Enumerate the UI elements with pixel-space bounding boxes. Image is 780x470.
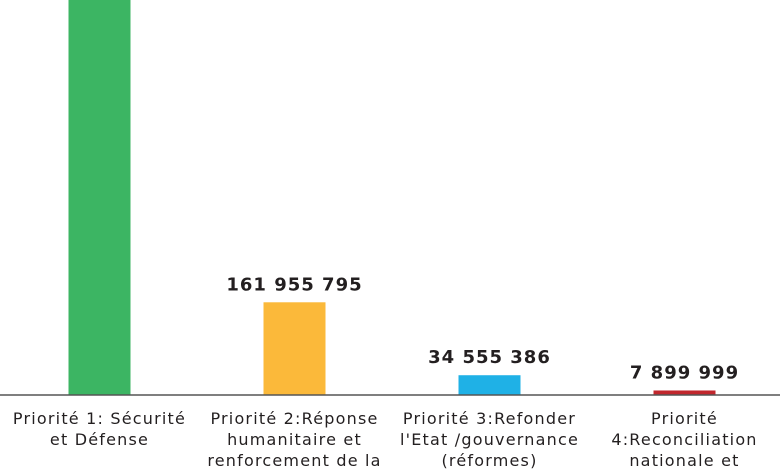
- bar: [68, 0, 131, 396]
- value-label: 7 899 999: [630, 362, 739, 383]
- bar: [458, 375, 521, 395]
- bar: [263, 302, 326, 395]
- value-label: 34 555 386: [428, 347, 551, 368]
- x-tick-label: Priorité 2:Réponse humanitaire et renfor…: [207, 409, 382, 470]
- x-tick-label: Priorité 4:Reconciliation nationale et: [611, 409, 758, 470]
- x-tick-label: Priorité 1: Sécurité et Défense: [12, 409, 187, 449]
- bar: [653, 390, 716, 395]
- x-tick-label: Priorité 3:Refonder l'Etat /gouvernance …: [399, 409, 579, 470]
- value-label: 161 955 795: [226, 274, 362, 295]
